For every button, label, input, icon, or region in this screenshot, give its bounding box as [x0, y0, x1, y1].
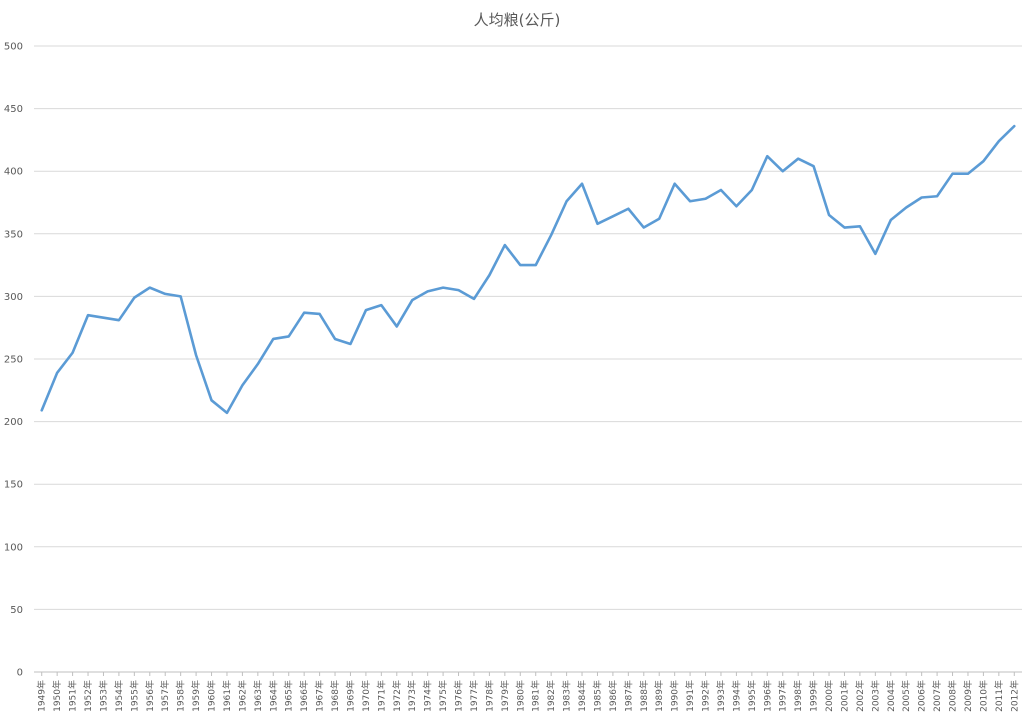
x-tick-label: 1986年	[607, 680, 619, 712]
chart-title: 人均粮(公斤)	[474, 11, 561, 29]
y-tick-label: 0	[17, 668, 23, 679]
x-tick-label: 1989年	[653, 680, 665, 712]
x-tick-label: 2000年	[823, 680, 835, 712]
x-tick-label: 1990年	[669, 680, 681, 712]
x-tick-label: 1988年	[638, 680, 650, 712]
x-tick-label: 1955年	[128, 680, 140, 712]
x-tick-label: 1966年	[298, 680, 310, 712]
x-tick-label: 1981年	[530, 680, 542, 712]
x-tick-label: 1950年	[51, 680, 63, 712]
x-tick-label: 2011年	[993, 680, 1005, 712]
x-tick-label: 2002年	[854, 680, 866, 712]
x-tick-label: 1951年	[67, 680, 79, 712]
x-tick-label: 1972年	[391, 680, 403, 712]
y-tick-label: 350	[4, 229, 23, 240]
x-tick-label: 1953年	[97, 680, 109, 712]
x-tick-label: 1962年	[236, 680, 248, 712]
y-tick-label: 250	[4, 355, 23, 366]
x-tick-label: 1979年	[499, 680, 511, 712]
x-tick-label: 2001年	[838, 680, 850, 712]
x-tick-label: 2005年	[900, 680, 912, 712]
x-tick-label: 2008年	[947, 680, 959, 712]
x-tick-label: 1954年	[113, 680, 125, 712]
y-tick-label: 400	[4, 167, 23, 178]
y-tick-label: 200	[4, 417, 23, 428]
x-tick-label: 2010年	[977, 680, 989, 712]
x-tick-label: 1987年	[622, 680, 634, 712]
x-axis-ticks: 1949年 1950年 1951年 1952年 1953年 1954年 1955年 1956年…	[36, 672, 1020, 712]
x-tick-label: 1963年	[252, 680, 264, 712]
x-tick-label: 1967年	[314, 680, 326, 712]
x-tick-label: 1991年	[684, 680, 696, 712]
x-tick-label: 1971年	[375, 680, 387, 712]
x-tick-label: 1992年	[700, 680, 712, 712]
y-tick-label: 100	[4, 542, 23, 553]
x-tick-label: 1993年	[715, 680, 727, 712]
x-tick-label: 1984年	[576, 680, 588, 712]
x-tick-label: 2007年	[931, 680, 943, 712]
x-tick-label: 1949年	[36, 680, 48, 712]
x-tick-label: 2009年	[962, 680, 974, 712]
x-tick-label: 1956年	[144, 680, 156, 712]
gridlines	[34, 45, 1022, 673]
x-tick-label: 1969年	[344, 680, 356, 712]
x-tick-label: 2003年	[869, 680, 881, 712]
x-tick-label: 1964年	[267, 680, 279, 712]
x-tick-label: 1965年	[283, 680, 295, 712]
y-tick-label: 150	[4, 480, 23, 491]
x-tick-label: 1974年	[422, 680, 434, 712]
x-tick-label: 1996年	[761, 680, 773, 712]
x-tick-label: 1959年	[190, 680, 202, 712]
x-tick-label: 1998年	[792, 680, 804, 712]
x-tick-label: 1952年	[82, 680, 94, 712]
x-tick-label: 1997年	[777, 680, 789, 712]
x-tick-label: 1995年	[746, 680, 758, 712]
x-tick-label: 1957年	[159, 680, 171, 712]
y-tick-label: 500	[4, 42, 23, 53]
y-tick-label: 50	[10, 605, 23, 616]
y-axis-ticks: 0 50 100 150 200 250 300 350 400 450 500	[4, 42, 23, 679]
x-tick-label: 1968年	[329, 680, 341, 712]
x-tick-label: 1976年	[453, 680, 465, 712]
x-tick-label: 1970年	[360, 680, 372, 712]
x-tick-label: 1977年	[468, 680, 480, 712]
x-tick-label: 1973年	[406, 680, 418, 712]
x-tick-label: 1961年	[221, 680, 233, 712]
x-tick-label: 1999年	[808, 680, 820, 712]
x-tick-label: 1975年	[437, 680, 449, 712]
y-tick-label: 300	[4, 292, 23, 303]
y-tick-label: 450	[4, 104, 23, 115]
x-tick-label: 1994年	[730, 680, 742, 712]
x-tick-label: 1980年	[514, 680, 526, 712]
x-tick-label: 1985年	[591, 680, 603, 712]
x-tick-label: 1960年	[206, 680, 218, 712]
x-tick-label: 2006年	[916, 680, 928, 712]
x-tick-label: 2012年	[1008, 680, 1020, 712]
x-tick-label: 1958年	[175, 680, 187, 712]
series-line	[40, 124, 1016, 415]
x-tick-label: 1978年	[483, 680, 495, 712]
x-tick-label: 1982年	[545, 680, 557, 712]
x-tick-label: 2004年	[885, 680, 897, 712]
x-tick-label: 1983年	[561, 680, 573, 712]
